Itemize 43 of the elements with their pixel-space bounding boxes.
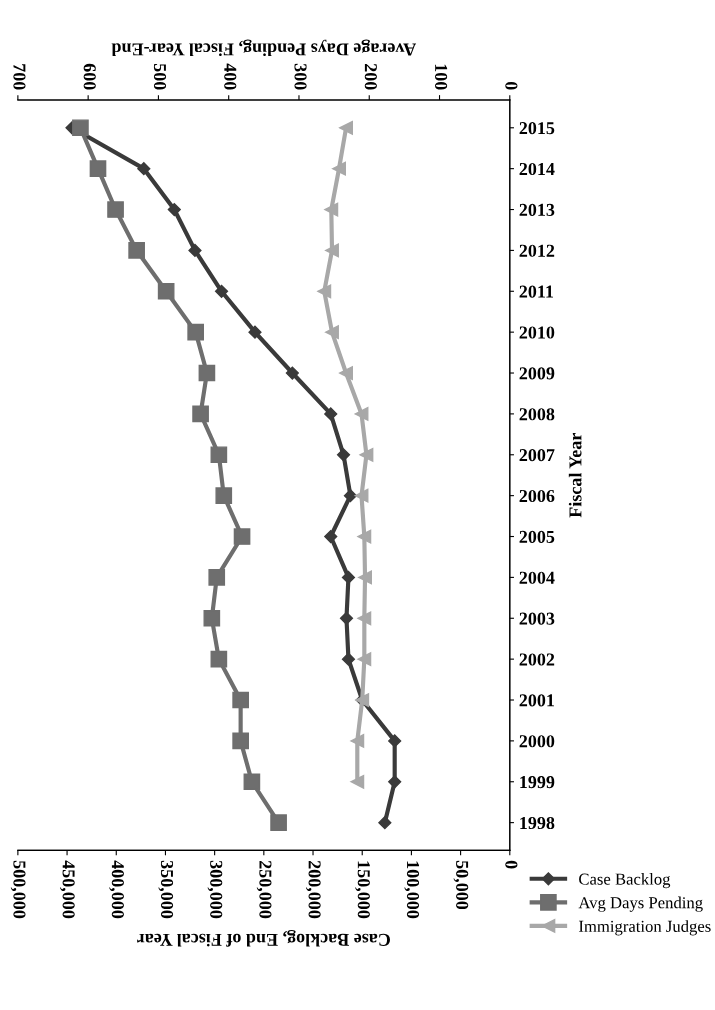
y-tick-label: 1998 <box>520 816 555 830</box>
x-tick-label: 0 <box>505 860 518 869</box>
x-tick-label: 300,000 <box>207 860 223 919</box>
y-tick-label: 2014 <box>519 162 555 176</box>
x2-tick-label: 100 <box>435 64 448 90</box>
x-tick-label: 400,000 <box>109 860 124 919</box>
y-tick-label: 2005 <box>519 530 555 543</box>
x2-tick-label: 200 <box>364 63 377 90</box>
y-tick-label: 2006 <box>519 489 555 503</box>
x2-axis-title: Average Days Pending, Fiscal Year-End <box>111 39 417 57</box>
y-tick-label: 2001 <box>519 694 554 707</box>
y-tick-label: 2015 <box>519 122 555 135</box>
y-tick-label: 2004 <box>519 571 555 584</box>
x-tick-label: 450,000 <box>59 860 75 919</box>
legend-label: Avg Days Pending <box>578 896 703 912</box>
y-tick-label: 2013 <box>519 203 555 216</box>
x-tick-label: 350,000 <box>158 860 174 919</box>
x2-tick-label: 300 <box>294 63 307 90</box>
y-tick-label: 2010 <box>519 326 555 339</box>
legend-label: Immigration Judges <box>578 920 711 936</box>
y-tick-label: 2003 <box>519 612 555 625</box>
y-tick-label: 2008 <box>519 408 555 421</box>
x2-tick-label: 400 <box>224 63 237 90</box>
x2-tick-label: 700 <box>13 64 26 90</box>
y-tick-label: 1999 <box>520 776 555 789</box>
x2-tick-label: 0 <box>505 81 518 90</box>
legend-label: Case Backlog <box>579 873 671 889</box>
x-tick-label: 50,000 <box>453 860 469 910</box>
y-tick-label: 2009 <box>519 367 555 380</box>
y-tick-label: 2000 <box>519 735 555 748</box>
y-tick-label: 2002 <box>519 653 555 666</box>
y-tick-label: 2011 <box>519 285 554 298</box>
x-tick-label: 100,000 <box>404 861 420 919</box>
x-tick-label: 150,000 <box>355 861 370 919</box>
x-axis-title: Case Backlog, End of Fiscal Year <box>137 929 390 947</box>
x-tick-label: 500,000 <box>10 860 26 919</box>
x2-tick-label: 600 <box>83 63 96 90</box>
y-tick-label: 2012 <box>519 244 555 257</box>
x-tick-label: 250,000 <box>256 860 272 919</box>
y-axis-title: Fiscal Year <box>568 433 582 518</box>
x-tick-label: 200,000 <box>305 860 321 919</box>
y-tick-label: 2007 <box>519 449 555 462</box>
x2-tick-label: 500 <box>153 63 167 90</box>
